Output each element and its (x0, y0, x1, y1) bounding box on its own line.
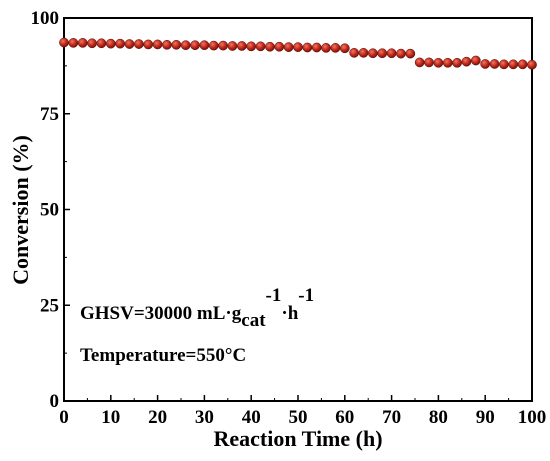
data-point (499, 59, 509, 70)
data-point (480, 59, 491, 69)
data-point (115, 38, 126, 49)
ghsv-annotation: GHSV=30000 mL·gcat-1·h-1 (80, 285, 314, 331)
data-point (171, 39, 182, 50)
data-point (152, 39, 163, 50)
ghsv-superscript-2: -1 (298, 285, 314, 306)
plot-frame (63, 17, 533, 402)
data-point (302, 42, 313, 53)
x-tick-label: 70 (382, 407, 401, 428)
data-point (405, 48, 416, 59)
data-point (349, 48, 360, 58)
data-point (508, 59, 519, 70)
ghsv-subscript: cat (241, 310, 266, 331)
data-point (452, 57, 462, 68)
data-series (59, 37, 537, 70)
data-point (414, 57, 425, 68)
data-point (274, 41, 285, 52)
data-point (59, 37, 69, 48)
y-axis: 0 25 50 75 100 (31, 8, 70, 412)
x-tick-label: 0 (59, 407, 69, 428)
data-point (424, 57, 434, 68)
data-point (180, 40, 191, 51)
data-point (377, 48, 388, 59)
data-point (162, 39, 172, 50)
data-point (396, 48, 406, 59)
data-point (218, 40, 228, 51)
x-tick-label: 50 (289, 407, 308, 428)
x-tick-label: 60 (335, 407, 354, 428)
data-point (87, 38, 97, 49)
y-tick-label: 0 (50, 391, 60, 412)
ghsv-main: GHSV=30000 mL·g (80, 303, 242, 324)
data-point (255, 41, 266, 52)
x-tick-label: 80 (429, 407, 448, 428)
data-point (227, 41, 238, 51)
data-point (77, 38, 88, 48)
data-point (517, 59, 528, 70)
data-point (330, 43, 341, 53)
data-point (461, 56, 472, 67)
x-tick-label: 10 (101, 407, 120, 428)
data-point (265, 41, 275, 52)
data-point (105, 38, 116, 49)
ghsv-middle: ·h (281, 303, 298, 324)
y-tick-label: 50 (40, 200, 59, 221)
data-point (143, 39, 154, 50)
temperature-annotation: Temperature=550°C (80, 345, 246, 366)
data-point (293, 42, 303, 52)
x-tick-label: 40 (242, 407, 261, 428)
data-point (311, 42, 322, 53)
x-axis-title: Reaction Time (h) (213, 426, 382, 451)
data-point (527, 59, 537, 70)
data-point (208, 40, 219, 51)
x-tick-label: 20 (148, 407, 167, 428)
data-point (433, 57, 444, 68)
data-point (321, 43, 331, 53)
data-point (96, 38, 107, 49)
data-point (358, 48, 369, 58)
data-point (124, 39, 135, 49)
data-point (386, 48, 397, 59)
x-tick-label: 30 (195, 407, 214, 428)
y-tick-label: 100 (31, 8, 60, 29)
data-point (199, 40, 210, 51)
data-point (368, 48, 378, 59)
x-tick-label: 90 (476, 407, 495, 428)
data-point (283, 42, 294, 52)
y-axis-title: Conversion (%) (8, 135, 33, 285)
data-point (489, 59, 500, 69)
ghsv-superscript-1: -1 (266, 285, 282, 306)
data-point (134, 39, 144, 49)
data-point (190, 40, 200, 51)
data-point (339, 43, 350, 54)
data-point (246, 41, 257, 52)
x-tick-label: 100 (518, 407, 547, 428)
data-point (68, 38, 79, 48)
data-point (236, 41, 247, 51)
y-tick-label: 75 (40, 104, 59, 125)
data-point (442, 57, 453, 68)
y-tick-label: 25 (40, 295, 59, 316)
x-axis: 0 10 20 30 40 50 60 70 80 90 100 (59, 395, 546, 428)
data-point (470, 55, 481, 66)
